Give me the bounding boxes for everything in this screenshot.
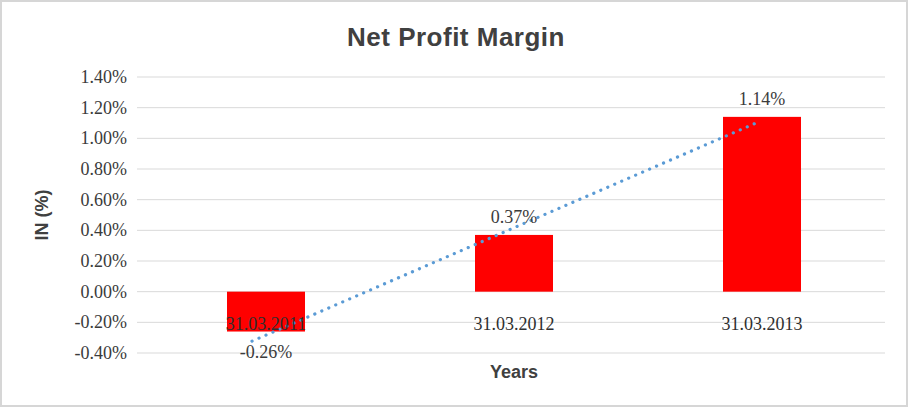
trendline bbox=[252, 122, 758, 341]
y-tick-label: 1.20% bbox=[57, 98, 127, 118]
chart-container: Net Profit Margin Years IN (%) 1.40% 1.20… bbox=[0, 0, 908, 407]
data-label: 0.37% bbox=[454, 207, 574, 227]
y-axis-title: IN (%) bbox=[32, 190, 53, 241]
y-tick-label: 0.60% bbox=[57, 190, 127, 210]
y-tick-label: 1.00% bbox=[57, 128, 127, 148]
y-tick-label: 0.20% bbox=[57, 251, 127, 271]
chart-title: Net Profit Margin bbox=[2, 22, 908, 53]
data-label: -0.26% bbox=[206, 342, 326, 362]
y-tick-label: 1.40% bbox=[57, 67, 127, 87]
x-category-label: 31.03.2011 bbox=[196, 314, 336, 334]
bar-31.03.2012 bbox=[475, 235, 553, 292]
y-tick-label: 0.40% bbox=[57, 220, 127, 240]
y-tick-label: 0.80% bbox=[57, 159, 127, 179]
x-axis-title: Years bbox=[414, 362, 614, 383]
y-tick-label: 0.00% bbox=[57, 282, 127, 302]
y-tick-label: -0.40% bbox=[57, 343, 127, 363]
x-category-label: 31.03.2012 bbox=[444, 314, 584, 334]
data-label: 1.14% bbox=[702, 89, 822, 109]
bar-31.03.2013 bbox=[723, 117, 801, 292]
x-category-label: 31.03.2013 bbox=[692, 314, 832, 334]
y-tick-label: -0.20% bbox=[57, 312, 127, 332]
plot-area bbox=[2, 2, 908, 407]
